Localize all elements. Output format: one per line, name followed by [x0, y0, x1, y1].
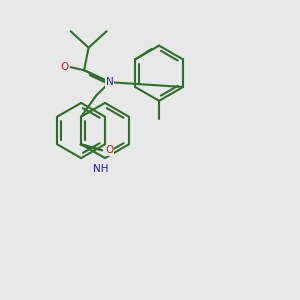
Text: O: O [61, 62, 69, 72]
Text: O: O [106, 145, 114, 155]
Text: NH: NH [93, 164, 108, 174]
Text: N: N [106, 77, 113, 87]
